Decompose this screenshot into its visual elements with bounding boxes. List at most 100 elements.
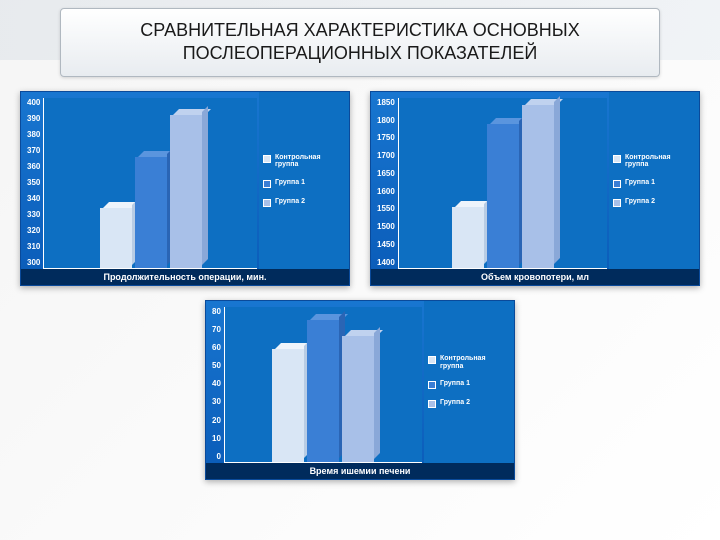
- legend-item: Группа 2: [263, 198, 345, 207]
- y-tick: 1700: [377, 151, 395, 160]
- y-tick: 1450: [377, 240, 395, 249]
- bar-front: [135, 157, 167, 268]
- y-tick: 0: [216, 452, 220, 461]
- y-tick: 1750: [377, 133, 395, 142]
- chart-body: 400 390 380 370 360 350 340 330 320 310 300 Контрол…: [21, 92, 349, 269]
- legend-item: Контрольная группа: [613, 154, 695, 169]
- legend-label: Группа 2: [625, 198, 655, 206]
- legend-swatch: [263, 180, 271, 188]
- legend-label: Группа 2: [440, 399, 470, 407]
- plot-area: [224, 307, 422, 463]
- legend-label: Группа 1: [625, 179, 655, 187]
- bar-front: [170, 115, 202, 268]
- legend-swatch: [428, 356, 436, 364]
- y-tick: 340: [27, 194, 40, 203]
- bar-group2: [522, 105, 554, 267]
- y-tick: 20: [212, 416, 221, 425]
- legend-item: Группа 2: [613, 198, 695, 207]
- legend: Контрольная группа Группа 1 Группа 2: [609, 92, 699, 269]
- y-tick: 390: [27, 114, 40, 123]
- legend-item: Группа 1: [613, 179, 695, 188]
- title-box: СРАВНИТЕЛЬНАЯ ХАРАКТЕРИСТИКА ОСНОВНЫХ ПО…: [60, 8, 660, 77]
- y-tick: 310: [27, 242, 40, 251]
- y-tick: 1850: [377, 98, 395, 107]
- bar-group2: [170, 115, 202, 268]
- legend: Контрольная группа Группа 1 Группа 2: [259, 92, 349, 269]
- x-label: Время ишемии печени: [206, 463, 514, 479]
- y-axis: 400 390 380 370 360 350 340 330 320 310 300: [27, 98, 43, 269]
- x-label: Объем кровопотери, мл: [371, 269, 699, 285]
- bar-front: [487, 124, 519, 268]
- plot-wrap: 80 70 60 50 40 30 20 10 0: [206, 301, 424, 463]
- legend-label: Группа 2: [275, 198, 305, 206]
- bar-group1: [487, 124, 519, 268]
- plot-wrap: 400 390 380 370 360 350 340 330 320 310 300: [21, 92, 259, 269]
- legend: Контрольная группа Группа 1 Группа 2: [424, 301, 514, 463]
- y-tick: 40: [212, 379, 221, 388]
- y-tick: 370: [27, 146, 40, 155]
- bar-control: [272, 349, 304, 461]
- y-tick: 320: [27, 226, 40, 235]
- chart-body: 80 70 60 50 40 30 20 10 0 Контрольная группа Групп…: [206, 301, 514, 463]
- legend-item: Контрольная группа: [263, 154, 345, 169]
- y-tick: 30: [212, 397, 221, 406]
- slide-title: СРАВНИТЕЛЬНАЯ ХАРАКТЕРИСТИКА ОСНОВНЫХ ПО…: [140, 20, 579, 63]
- bar-group1: [135, 157, 167, 268]
- y-tick: 60: [212, 343, 221, 352]
- slide: СРАВНИТЕЛЬНАЯ ХАРАКТЕРИСТИКА ОСНОВНЫХ ПО…: [0, 0, 720, 540]
- y-tick: 1500: [377, 222, 395, 231]
- y-tick: 1800: [377, 116, 395, 125]
- bar-control: [100, 208, 132, 268]
- y-tick: 330: [27, 210, 40, 219]
- y-tick: 400: [27, 98, 40, 107]
- y-axis: 80 70 60 50 40 30 20 10 0: [212, 307, 224, 463]
- plot-wrap: 1850180017501700165016001550150014501400: [371, 92, 609, 269]
- legend-swatch: [613, 199, 621, 207]
- y-tick: 1650: [377, 169, 395, 178]
- bar-front: [307, 320, 339, 461]
- y-tick: 350: [27, 178, 40, 187]
- legend-swatch: [263, 199, 271, 207]
- bar-control: [452, 207, 484, 267]
- bar-side: [202, 106, 208, 265]
- y-tick: 1600: [377, 187, 395, 196]
- y-tick: 70: [212, 325, 221, 334]
- y-axis: 1850180017501700165016001550150014501400: [377, 98, 398, 269]
- legend-label: Группа 1: [275, 179, 305, 187]
- legend-item: Группа 1: [428, 380, 510, 389]
- bar-front: [452, 207, 484, 267]
- bar-front: [522, 105, 554, 267]
- legend-swatch: [428, 400, 436, 408]
- chart-duration: 400 390 380 370 360 350 340 330 320 310 300 Контрол…: [20, 91, 350, 286]
- y-tick: 1550: [377, 204, 395, 213]
- plot-area: [398, 98, 607, 269]
- y-tick: 300: [27, 258, 40, 267]
- y-tick: 10: [212, 434, 221, 443]
- y-tick: 80: [212, 307, 221, 316]
- plot-area: [43, 98, 257, 269]
- bar-front: [272, 349, 304, 461]
- legend-label: Группа 1: [440, 380, 470, 388]
- bar-front: [100, 208, 132, 268]
- legend-label: Контрольная группа: [440, 355, 510, 370]
- bar-group2: [342, 336, 374, 462]
- y-tick: 50: [212, 361, 221, 370]
- legend-swatch: [613, 155, 621, 163]
- x-label: Продолжительность операции, мин.: [21, 269, 349, 285]
- y-tick: 380: [27, 130, 40, 139]
- legend-label: Контрольная группа: [625, 154, 695, 169]
- chart-ischemia: 80 70 60 50 40 30 20 10 0 Контрольная группа Групп…: [205, 300, 515, 480]
- legend-swatch: [613, 180, 621, 188]
- bar-group1: [307, 320, 339, 461]
- chart-body: 1850180017501700165016001550150014501400…: [371, 92, 699, 269]
- bar-side: [374, 327, 380, 459]
- bar-side: [554, 96, 560, 264]
- legend-item: Группа 2: [428, 399, 510, 408]
- legend-swatch: [428, 381, 436, 389]
- charts-top-row: 400 390 380 370 360 350 340 330 320 310 300 Контрол…: [20, 91, 700, 286]
- chart-bloodloss: 1850180017501700165016001550150014501400…: [370, 91, 700, 286]
- y-tick: 360: [27, 162, 40, 171]
- legend-item: Контрольная группа: [428, 355, 510, 370]
- legend-item: Группа 1: [263, 179, 345, 188]
- legend-label: Контрольная группа: [275, 154, 345, 169]
